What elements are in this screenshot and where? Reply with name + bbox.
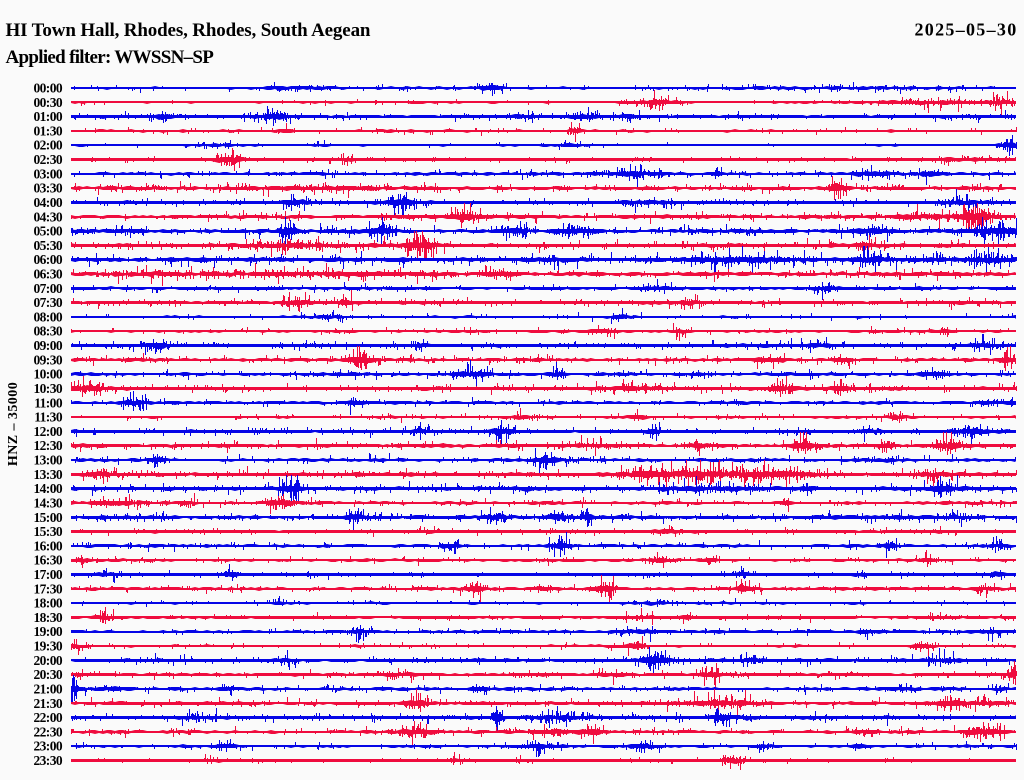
svg-text:2025–05–30: 2025–05–30 xyxy=(915,20,1018,40)
svg-text:06:00: 06:00 xyxy=(34,252,63,267)
svg-text:23:00: 23:00 xyxy=(34,739,63,754)
svg-text:HNZ – 35000: HNZ – 35000 xyxy=(6,382,21,466)
svg-text:17:00: 17:00 xyxy=(34,567,63,582)
svg-text:11:30: 11:30 xyxy=(34,410,63,425)
svg-text:10:30: 10:30 xyxy=(34,381,63,396)
svg-text:03:30: 03:30 xyxy=(34,181,63,196)
svg-text:16:30: 16:30 xyxy=(34,553,63,568)
svg-text:12:30: 12:30 xyxy=(34,438,63,453)
svg-text:09:30: 09:30 xyxy=(34,352,63,367)
svg-text:12:00: 12:00 xyxy=(34,424,63,439)
svg-text:22:30: 22:30 xyxy=(34,724,63,739)
svg-text:05:00: 05:00 xyxy=(34,224,63,239)
svg-text:21:30: 21:30 xyxy=(34,696,63,711)
svg-text:17:30: 17:30 xyxy=(34,581,63,596)
svg-text:15:00: 15:00 xyxy=(34,510,63,525)
svg-text:14:00: 14:00 xyxy=(34,481,63,496)
svg-text:HI Town Hall, Rhodes, Rhodes,: HI Town Hall, Rhodes, Rhodes, South Aege… xyxy=(6,20,371,41)
svg-text:15:30: 15:30 xyxy=(34,524,63,539)
svg-text:19:30: 19:30 xyxy=(34,639,63,654)
svg-text:08:30: 08:30 xyxy=(34,324,63,339)
svg-text:22:00: 22:00 xyxy=(34,710,63,725)
svg-text:Applied filter: WWSSN–SP: Applied filter: WWSSN–SP xyxy=(6,47,215,68)
svg-text:18:30: 18:30 xyxy=(34,610,63,625)
svg-text:01:30: 01:30 xyxy=(34,123,63,138)
svg-text:19:00: 19:00 xyxy=(34,624,63,639)
svg-text:08:00: 08:00 xyxy=(34,309,63,324)
svg-text:21:00: 21:00 xyxy=(34,682,63,697)
svg-text:04:00: 04:00 xyxy=(34,195,63,210)
svg-text:11:00: 11:00 xyxy=(34,395,63,410)
svg-text:10:00: 10:00 xyxy=(34,367,63,382)
svg-text:04:30: 04:30 xyxy=(34,209,63,224)
svg-text:20:30: 20:30 xyxy=(34,667,63,682)
svg-text:14:30: 14:30 xyxy=(34,495,63,510)
svg-text:20:00: 20:00 xyxy=(34,653,63,668)
svg-text:03:00: 03:00 xyxy=(34,166,63,181)
svg-text:06:30: 06:30 xyxy=(34,267,63,282)
svg-text:07:00: 07:00 xyxy=(34,281,63,296)
svg-text:05:30: 05:30 xyxy=(34,238,63,253)
svg-text:16:00: 16:00 xyxy=(34,538,63,553)
svg-text:00:00: 00:00 xyxy=(34,81,63,96)
svg-text:09:00: 09:00 xyxy=(34,338,63,353)
svg-text:18:00: 18:00 xyxy=(34,596,63,611)
svg-text:02:30: 02:30 xyxy=(34,152,63,167)
svg-text:02:00: 02:00 xyxy=(34,138,63,153)
svg-text:01:00: 01:00 xyxy=(34,109,63,124)
svg-text:13:00: 13:00 xyxy=(34,453,63,468)
svg-text:07:30: 07:30 xyxy=(34,295,63,310)
svg-text:00:30: 00:30 xyxy=(34,95,63,110)
svg-text:23:30: 23:30 xyxy=(34,753,63,768)
svg-text:13:30: 13:30 xyxy=(34,467,63,482)
